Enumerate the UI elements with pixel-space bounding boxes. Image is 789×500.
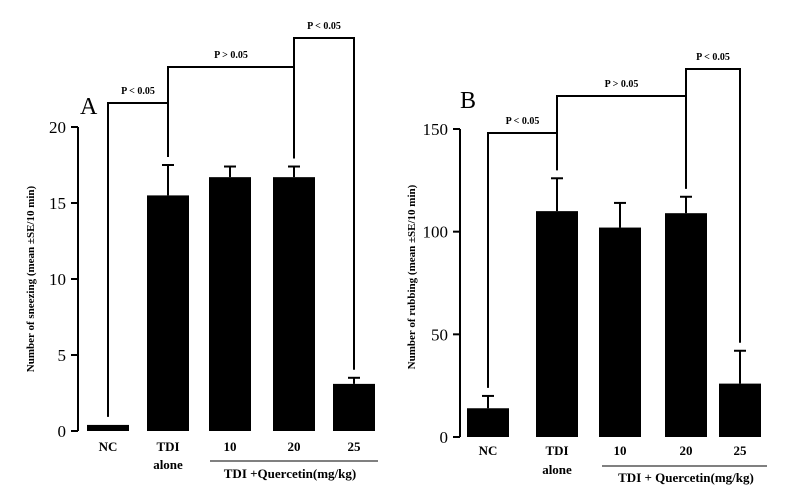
- panel-b-y-tick-label: 0: [440, 428, 449, 447]
- panel-b-label: B: [460, 88, 476, 114]
- panel-a-y-tick-label: 20: [49, 118, 66, 137]
- panel-b-significance-label: P < 0.05: [696, 52, 730, 63]
- panel-a-bar: [273, 177, 315, 431]
- panel-a-y-tick-label: 5: [58, 346, 67, 365]
- panel-a-bar: [147, 195, 189, 431]
- panel-a-category-label: 25: [348, 439, 362, 454]
- panel-a-significance-bracket: [167, 66, 295, 159]
- panel-a-bar: [333, 383, 375, 431]
- panel-b-y-axis-title: Number of rubbing (mean ±SE/10 min): [406, 184, 418, 369]
- panel-b-significance-label: P > 0.05: [605, 79, 639, 90]
- panel-b-bar: [536, 211, 578, 437]
- panel-b-category-label: alone: [542, 462, 572, 477]
- panel-b-bar: [665, 213, 707, 437]
- panel-b-category-label: 10: [614, 443, 627, 458]
- panel-a-bar: [87, 424, 129, 431]
- panel-a-significance-label: P > 0.05: [214, 50, 248, 61]
- panel-a-group-label: TDI +Quercetin(mg/kg): [224, 466, 356, 481]
- panel-a-significance-bracket: [293, 37, 355, 370]
- panel-a-category-label: 10: [224, 439, 237, 454]
- panel-a-category-label: 20: [288, 439, 301, 454]
- panel-b-bar: [467, 408, 509, 437]
- panel-a-bar: [209, 177, 251, 431]
- panel-b-y-tick-label: 50: [431, 325, 448, 344]
- panel-b-category-label: NC: [479, 443, 498, 458]
- panel-a-y-axis-title: Number of sneezing (mean ±SE/10 min): [25, 185, 37, 372]
- panel-b-significance-bracket: [685, 68, 741, 343]
- panel-a-category-label: TDI: [156, 439, 179, 454]
- panel-b-y-tick-label: 150: [423, 120, 449, 139]
- panel-b-significance-bracket: [556, 95, 687, 189]
- panel-b-category-label: TDI: [545, 443, 568, 458]
- panel-b-category-label: 25: [734, 443, 748, 458]
- panel-a-significance-label: P < 0.05: [307, 21, 341, 32]
- panel-a-y-tick-label: 10: [49, 270, 66, 289]
- panel-a-label: A: [80, 94, 98, 120]
- panel-a-category-label: alone: [153, 457, 183, 472]
- panel-a-y-tick-label: 0: [58, 422, 67, 441]
- panel-b-category-label: 20: [680, 443, 693, 458]
- panel-a-y-tick-label: 15: [49, 194, 66, 213]
- panel-a-category-label: NC: [99, 439, 118, 454]
- panel-b-bar: [719, 383, 761, 437]
- panel-b-group-label: TDI + Quercetin(mg/kg): [618, 470, 754, 485]
- panel-a-significance-label: P < 0.05: [121, 86, 155, 97]
- panel-b-significance-label: P < 0.05: [506, 116, 540, 127]
- panel-b-y-tick-label: 100: [423, 223, 449, 242]
- panel-b-bar: [599, 227, 641, 437]
